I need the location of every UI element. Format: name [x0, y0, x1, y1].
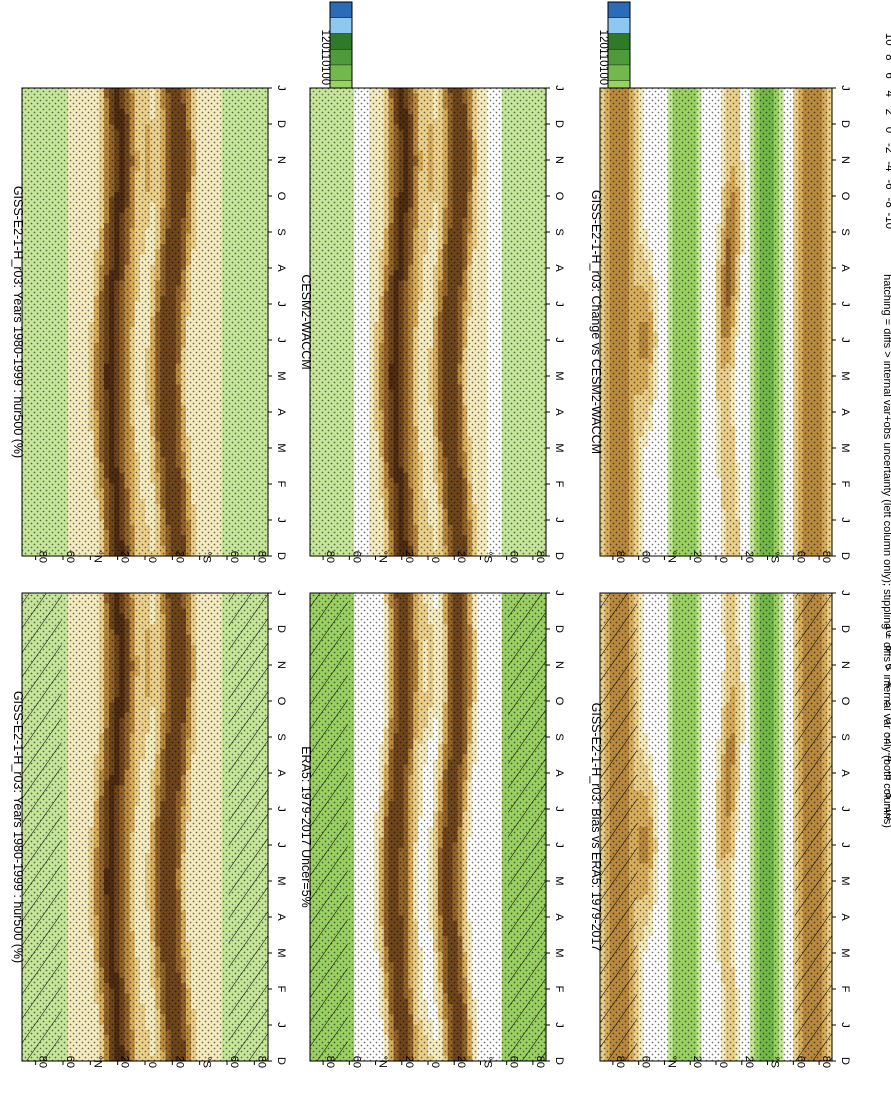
lat-tick-label: 20	[173, 551, 185, 563]
panel-title: GISS-E2-1-H_r03: Years 1980-1999 : hur50…	[11, 186, 25, 458]
month-tick-label: D	[275, 120, 287, 128]
colorbar-swatch	[330, 18, 352, 34]
lat-tick-label: 60	[228, 551, 240, 563]
colorbar-swatch	[330, 2, 352, 18]
colorbar-label: 110	[319, 48, 331, 66]
month-tick-label: D	[275, 552, 287, 560]
stippling-overlay	[22, 88, 268, 556]
panels-group: GISS-E2-1-H_r03: Years 1980-1999 : hur50…	[11, 2, 891, 1068]
month-tick-label: A	[275, 408, 287, 416]
lat-tick-label: 0	[146, 557, 158, 563]
colorbar-swatch	[330, 49, 352, 65]
colorbar-swatch	[330, 33, 352, 49]
month-tick-label: S	[275, 228, 287, 235]
month-tick-label: M	[275, 371, 287, 380]
lat-tick-label: 80	[255, 551, 267, 563]
month-tick-label: J	[275, 337, 287, 343]
month-tick-label: J	[275, 85, 287, 91]
lat-tick-label: °N	[91, 551, 103, 563]
month-tick-label: N	[275, 156, 287, 164]
colorbar-label: 100	[319, 66, 331, 85]
lat-tick-label: 20	[119, 551, 131, 563]
month-tick-label: J	[275, 517, 287, 523]
month-tick-label: J	[275, 301, 287, 307]
lat-tick-label: 60	[64, 551, 76, 563]
month-tick-label: O	[275, 192, 287, 201]
colorbar-label: 120	[319, 30, 331, 49]
colorbar-swatch	[330, 65, 352, 81]
month-tick-label: M	[275, 443, 287, 452]
month-tick-label: A	[275, 264, 287, 272]
lat-tick-label: °S	[201, 551, 213, 563]
month-tick-label: F	[275, 481, 287, 488]
lat-tick-label: 80	[37, 551, 49, 563]
